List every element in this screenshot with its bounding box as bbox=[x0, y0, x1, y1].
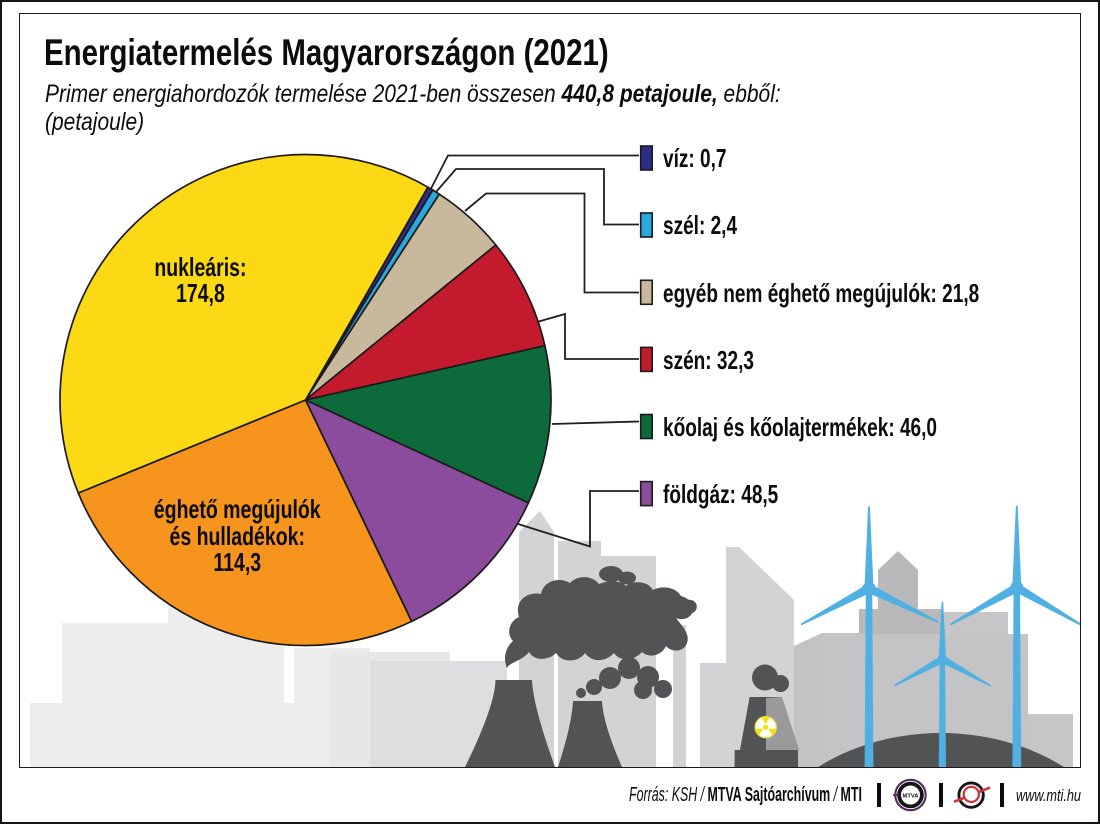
svg-text:MTVA: MTVA bbox=[903, 793, 920, 799]
